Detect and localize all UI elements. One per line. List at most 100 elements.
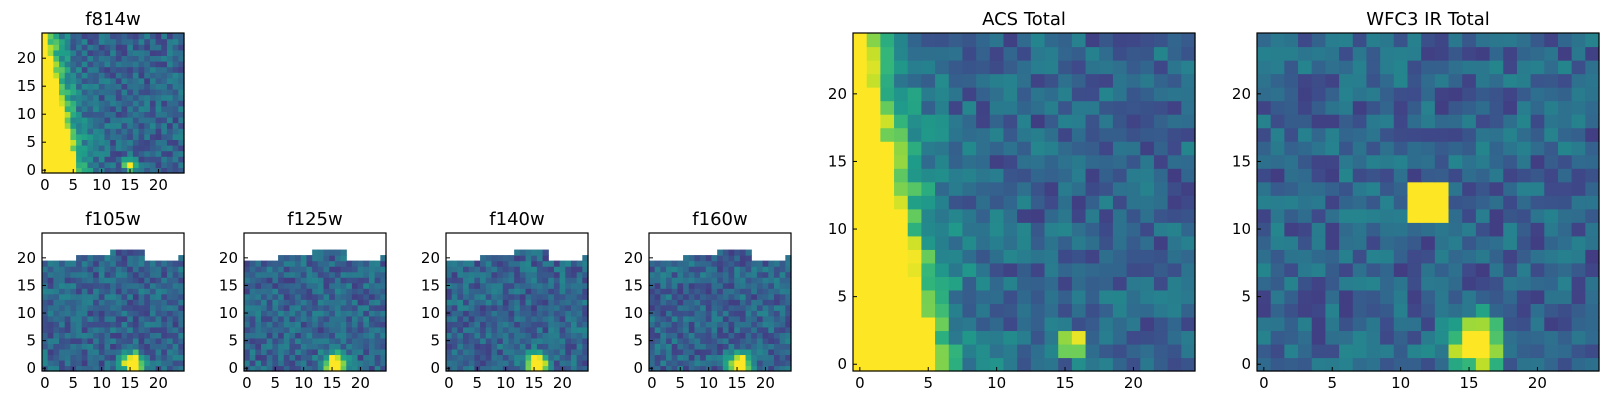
heatmap-cell [266, 299, 273, 306]
heatmap-cell [514, 332, 521, 339]
heatmap-cell [1530, 154, 1545, 169]
heatmap-cell [363, 315, 370, 322]
heatmap-cell [536, 282, 544, 289]
heatmap-cell [463, 365, 470, 372]
heatmap-cell [1003, 100, 1018, 115]
heatmap-cell [894, 262, 909, 277]
heatmap-cell [1270, 235, 1285, 250]
heatmap-cell [705, 315, 713, 322]
heatmap-cell [976, 235, 991, 250]
heatmap-cell [853, 127, 868, 142]
heatmap-cell [110, 321, 117, 328]
heatmap-cell [502, 293, 510, 300]
heatmap-cell [42, 321, 49, 328]
heatmap-cell [70, 122, 77, 129]
heatmap-cell [976, 141, 991, 156]
heatmap-cell [1503, 249, 1518, 264]
heatmap-cell [1126, 289, 1141, 304]
heatmap-cell [149, 332, 157, 339]
heatmap-cell [866, 60, 881, 75]
heatmap-cell [155, 83, 162, 90]
heatmap-cell [666, 315, 673, 322]
y-tick-label: 10 [1232, 220, 1251, 238]
heatmap-cell [853, 262, 868, 277]
heatmap-cell [1058, 100, 1073, 115]
heatmap-cell [491, 282, 498, 289]
heatmap-cell [155, 55, 162, 62]
heatmap-cell [127, 89, 134, 96]
heatmap-cell [115, 44, 123, 51]
heatmap-cell [64, 83, 71, 90]
heatmap-cell [671, 321, 678, 328]
heatmap-cell [104, 315, 111, 322]
heatmap-cell [155, 61, 162, 68]
heatmap-cell [70, 33, 77, 40]
heatmap-cell [255, 332, 262, 339]
heatmap-cell [514, 304, 521, 311]
heatmap-cell [894, 330, 909, 345]
heatmap-cell [76, 161, 83, 168]
heatmap-cell [255, 299, 262, 306]
heatmap-cell [1126, 357, 1141, 372]
heatmap-cell [474, 288, 481, 295]
heatmap-cell [110, 128, 117, 135]
heatmap-cell [110, 33, 117, 40]
heatmap-cell [144, 359, 151, 367]
heatmap-cell [1489, 235, 1504, 250]
heatmap-cell [64, 33, 71, 40]
heatmap-cell [1071, 33, 1087, 48]
heatmap-cell [138, 337, 145, 344]
heatmap-cell [1298, 262, 1313, 277]
heatmap-cell [115, 167, 123, 174]
heatmap-cell [363, 299, 370, 306]
heatmap-cell [368, 354, 376, 361]
heatmap-cell [1298, 60, 1313, 75]
heatmap-cell [1448, 330, 1463, 345]
heatmap-cell [1421, 235, 1436, 250]
heatmap-cell [756, 365, 764, 372]
heatmap-cell [47, 271, 54, 278]
heatmap-cell [329, 293, 336, 300]
heatmap-cell [1257, 357, 1272, 372]
heatmap-cell [115, 145, 123, 152]
heatmap-cell [138, 310, 145, 317]
heatmap-cell [155, 66, 162, 73]
heatmap-cell [671, 315, 678, 322]
heatmap-cell [1112, 262, 1128, 277]
heatmap-cell [261, 299, 268, 306]
heatmap-cell [1311, 276, 1326, 291]
heatmap-cell [1516, 141, 1532, 156]
heatmap-cell [155, 38, 162, 45]
heatmap-cell [1380, 235, 1395, 250]
heatmap-cell [178, 365, 185, 372]
heatmap-cell [1311, 127, 1326, 142]
heatmap-cell [334, 359, 342, 367]
heatmap-cell [172, 354, 179, 361]
heatmap-cell [756, 326, 764, 333]
heatmap-cell [907, 195, 922, 210]
heatmap-cell [161, 145, 168, 152]
heatmap-cell [1270, 222, 1285, 237]
heatmap-cell [87, 266, 94, 273]
heatmap-cell [722, 249, 730, 256]
heatmap-cell [880, 127, 895, 142]
heatmap-cell [300, 310, 308, 317]
heatmap-cell [1393, 222, 1409, 237]
heatmap-cell [1126, 168, 1141, 183]
heatmap-cell [1366, 249, 1381, 264]
heatmap-cell [1448, 303, 1463, 318]
heatmap-cell [948, 303, 964, 318]
heatmap-cell [739, 348, 747, 356]
heatmap-cell [1516, 60, 1532, 75]
heatmap-cell [357, 282, 364, 289]
heatmap-cell [59, 66, 66, 73]
heatmap-cell [166, 72, 174, 79]
heatmap-cell [502, 282, 510, 289]
heatmap-cell [121, 255, 128, 262]
heatmap-cell [666, 326, 673, 333]
heatmap-cell [149, 321, 157, 328]
heatmap-cell [1270, 60, 1285, 75]
heatmap-cell [553, 266, 561, 273]
heatmap-cell [1044, 87, 1059, 102]
heatmap-cell [149, 359, 157, 367]
